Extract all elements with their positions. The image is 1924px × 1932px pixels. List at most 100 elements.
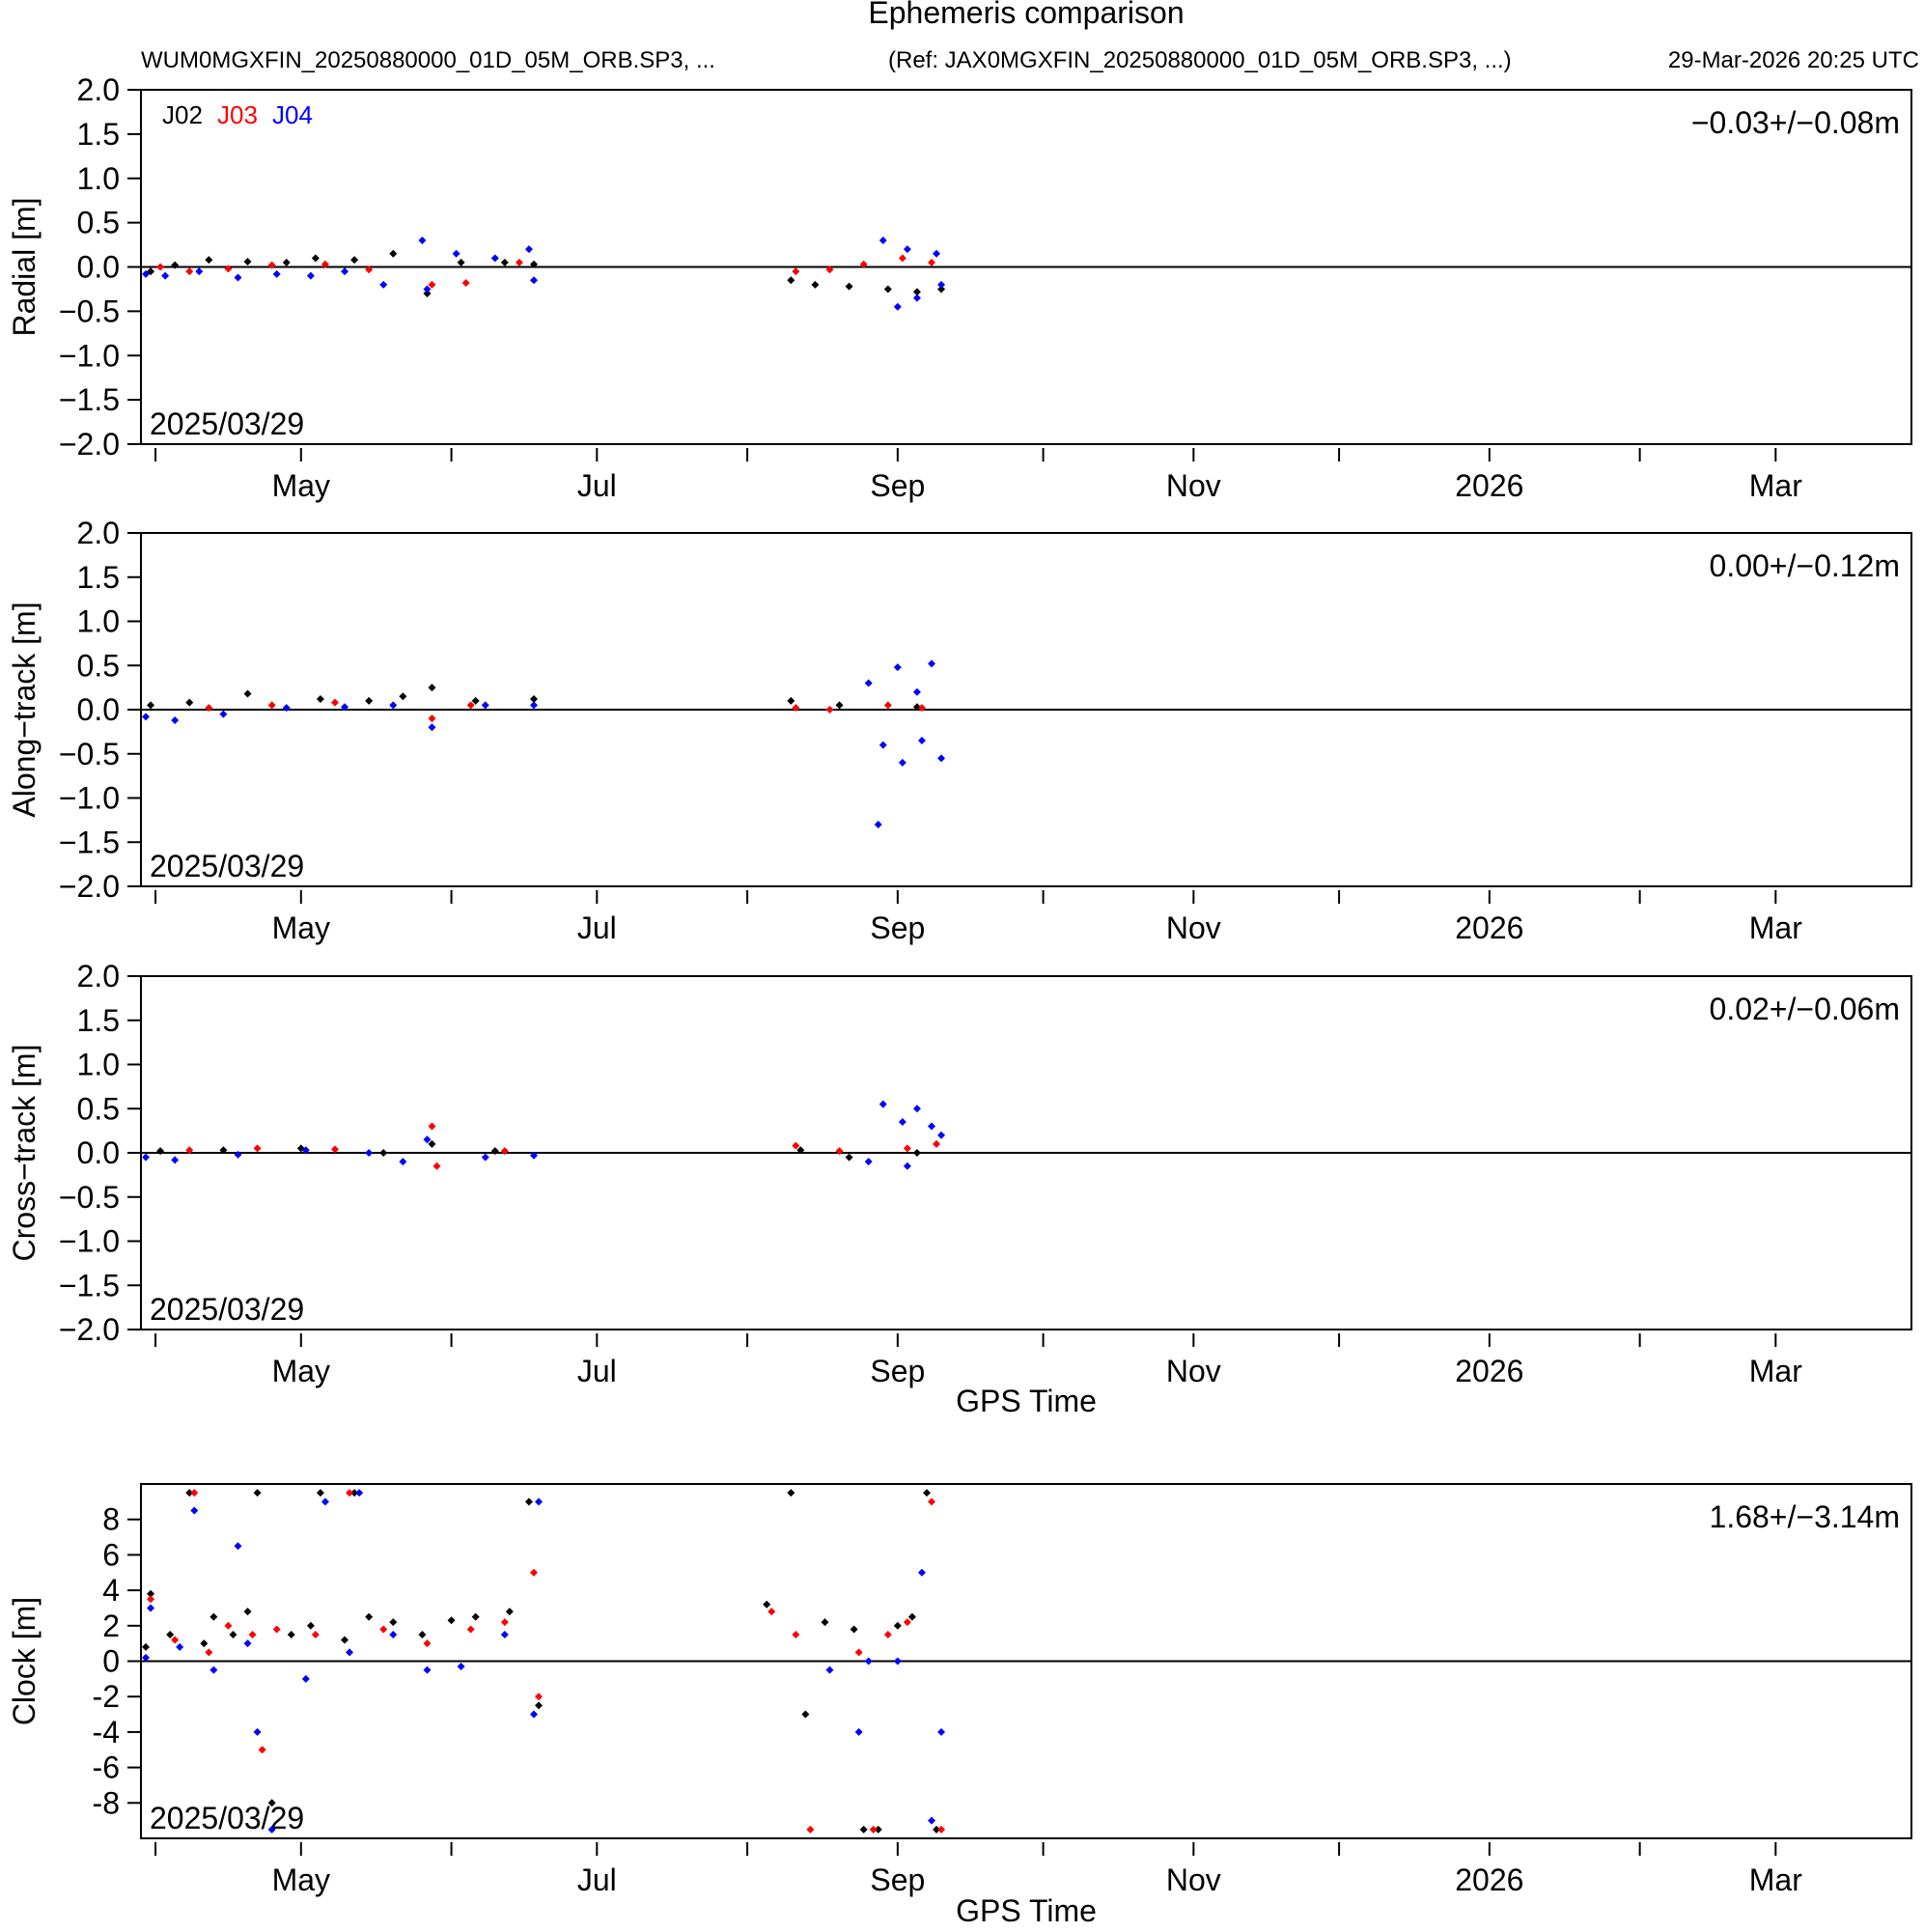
point-j04 [529,701,538,710]
y-tick-label: 0.5 [77,648,120,683]
point-j02 [379,1149,388,1157]
y-tick-label: 0.0 [77,1135,120,1170]
y-tick-label: −1.0 [59,1224,120,1259]
point-j04 [282,704,291,713]
x-tick-label: Sep [870,468,925,503]
point-j03 [224,265,233,273]
point-j02 [171,261,180,269]
point-j03 [185,1146,194,1155]
point-j04 [529,1710,538,1719]
legend-j02: J02 [162,100,203,129]
point-j03 [330,698,339,707]
point-j04 [878,236,887,244]
point-j03 [428,1122,436,1131]
point-j02 [821,1618,829,1627]
x-tick-label: 2026 [1455,1862,1523,1897]
point-j03 [792,1141,800,1150]
panel-2: 2.0 1.5 1.0 0.5 0.0 −0.5 −1.0 −1.5 −2.0 Cross−tra… [7,959,1912,1388]
point-j02 [529,695,538,704]
point-j04 [500,1630,509,1638]
point-j04 [928,659,936,668]
point-j02 [457,258,465,266]
point-j02 [267,1799,276,1807]
point-j02 [787,276,795,285]
y-tick-label: 2.0 [77,959,120,994]
point-j03 [428,280,436,289]
point-j03 [928,1498,936,1506]
point-j04 [928,1122,936,1131]
point-j04 [389,701,398,710]
point-j04 [418,236,427,244]
point-j04 [190,1506,199,1515]
x-tick-label: Nov [1166,468,1221,503]
point-j02 [874,1825,882,1834]
point-j02 [147,701,155,710]
y-tick-label: 1.5 [77,117,120,152]
data-points [142,1100,946,1170]
point-j03 [792,1630,800,1638]
point-j03 [529,1568,538,1577]
x-tick-label: May [272,1354,330,1388]
point-j04 [898,1117,906,1126]
point-j04 [399,1158,407,1166]
y-tick-label: 0.0 [77,250,120,285]
point-j02 [282,258,291,266]
point-j03 [171,1636,180,1644]
y-tick-label: 6 [102,1537,120,1572]
point-j03 [311,1630,320,1638]
point-j04 [933,249,941,258]
point-j04 [903,1162,911,1170]
y-tick-label: −2.0 [59,869,120,904]
point-j02 [243,1608,252,1616]
y-axis-label: Clock [m] [7,1597,42,1725]
point-j02 [166,1630,175,1638]
y-tick-label: 0 [102,1644,120,1679]
point-j02 [845,1153,853,1162]
point-j04 [937,280,946,289]
x-tick-label: Nov [1166,1862,1221,1897]
x-tick-label: Mar [1749,1354,1802,1388]
y-axis-label: Radial [m] [7,197,42,336]
y-tick-label: -8 [93,1785,120,1820]
point-j02 [219,1146,228,1155]
point-j04 [176,1642,184,1651]
y-tick-label: -4 [93,1715,120,1750]
point-j02 [859,1825,868,1834]
chart-title: Ephemeris comparison [868,0,1184,30]
point-j03 [272,1625,281,1634]
point-j02 [253,1489,262,1498]
point-j02 [500,258,509,266]
point-j04 [234,1150,242,1159]
point-j04 [937,1131,946,1139]
point-j04 [864,1657,873,1666]
point-j03 [428,714,436,723]
point-j04 [423,1135,432,1144]
point-j02 [893,1621,902,1630]
point-j04 [481,1153,489,1162]
point-j03 [500,1618,509,1627]
point-j04 [535,1498,544,1506]
file-label: WUM0MGXFIN_20250880000_01D_05M_ORB.SP3, … [141,47,715,73]
x-tick-label: Jul [577,468,617,503]
point-j04 [529,1151,538,1160]
point-j02 [365,696,374,705]
point-j02 [845,282,853,291]
y-tick-label: 0.5 [77,206,120,240]
y-tick-label: −1.0 [59,338,120,373]
point-j03 [267,261,276,269]
point-j04 [854,1727,863,1736]
point-j02 [490,1147,499,1156]
y-tick-label: −1.5 [59,382,120,417]
point-j03 [825,266,834,274]
point-j03 [432,1162,441,1170]
stat-label: 1.68+/−3.14m [1710,1499,1900,1534]
point-j02 [524,1498,533,1506]
point-j04 [365,1149,374,1157]
x-tick-label: 2026 [1455,468,1523,503]
y-tick-label: 0.0 [77,692,120,727]
point-j02 [287,1630,295,1638]
x-tick-label: Nov [1166,910,1221,945]
y-tick-label: −1.5 [59,1268,120,1302]
point-j04 [937,1727,946,1736]
